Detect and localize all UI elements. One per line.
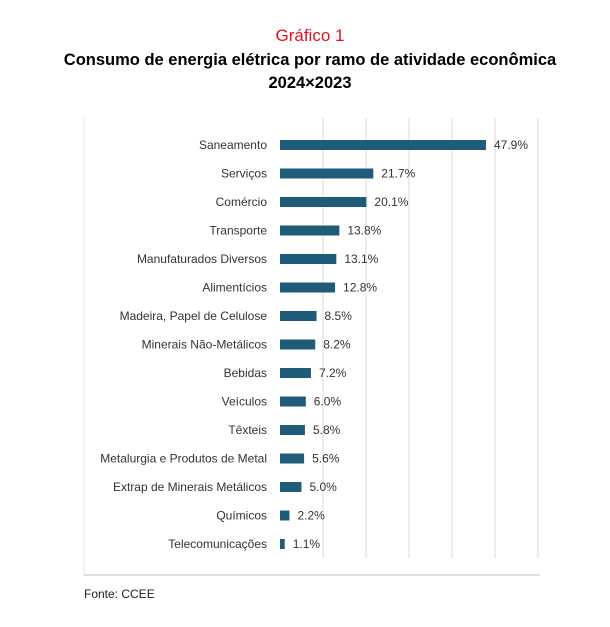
category-label: Serviços	[221, 167, 267, 181]
category-label: Telecomunicações	[168, 537, 267, 551]
chart-title-line-1: Consumo de energia elétrica por ramo de …	[63, 51, 557, 69]
bar	[280, 282, 336, 293]
value-label: 20.1%	[374, 195, 408, 209]
value-label: 47.9%	[494, 138, 528, 152]
chart-title-line-2: 2024×2023	[268, 74, 352, 92]
figure-label: Gráfico 1	[275, 26, 345, 45]
category-label: Têxteis	[228, 423, 267, 437]
bar	[280, 425, 305, 435]
category-label: Madeira, Papel de Celulose	[120, 309, 268, 323]
bar	[280, 168, 374, 179]
gridlines	[322, 118, 539, 558]
value-label: 7.2%	[319, 366, 347, 380]
category-label: Bebidas	[224, 366, 267, 380]
value-label: 5.6%	[312, 452, 340, 466]
bar	[280, 396, 306, 407]
category-label: Alimentícios	[202, 281, 267, 295]
value-label: 8.2%	[323, 338, 351, 352]
value-label: 13.8%	[347, 224, 381, 238]
value-label: 5.8%	[313, 423, 341, 437]
value-label: 12.8%	[343, 281, 377, 295]
value-label: 13.1%	[344, 252, 378, 266]
value-label: 5.0%	[310, 480, 338, 494]
value-label: 6.0%	[314, 395, 342, 409]
category-label: Minerais Não-Metálicos	[142, 338, 267, 352]
value-label: 2.2%	[297, 509, 325, 523]
bar	[280, 453, 305, 464]
value-label: 8.5%	[325, 309, 353, 323]
value-label: 21.7%	[381, 167, 415, 181]
bar	[280, 140, 486, 150]
category-label: Comércio	[216, 195, 268, 209]
bar	[280, 539, 285, 549]
bar	[280, 510, 290, 521]
category-labels: Saneamento Serviços Comércio Transporte Manu…	[100, 138, 267, 551]
category-label: Transporte	[209, 224, 267, 238]
category-label: Extrap de Minerais Metálicos	[113, 480, 267, 494]
category-label: Manufaturados Diversos	[137, 252, 267, 266]
bars	[280, 140, 486, 549]
bar	[280, 311, 317, 321]
bar	[280, 482, 302, 492]
value-label: 1.1%	[293, 537, 321, 551]
chart-title: Consumo de energia elétrica por ramo de …	[0, 49, 610, 95]
category-label: Saneamento	[199, 138, 267, 152]
bar	[280, 339, 316, 350]
bar	[280, 225, 340, 236]
bar	[280, 197, 367, 207]
bar	[280, 368, 311, 378]
bar	[280, 254, 337, 264]
category-label: Químicos	[216, 509, 267, 523]
category-label: Veículos	[222, 395, 267, 409]
source-note: Fonte: CCEE	[84, 587, 155, 601]
value-labels: 47.9% 21.7% 20.1% 13.8% 13.1% 12.8% 8.5% 8.2% 7.…	[293, 138, 529, 551]
category-label: Metalurgia e Produtos de Metal	[100, 452, 267, 466]
